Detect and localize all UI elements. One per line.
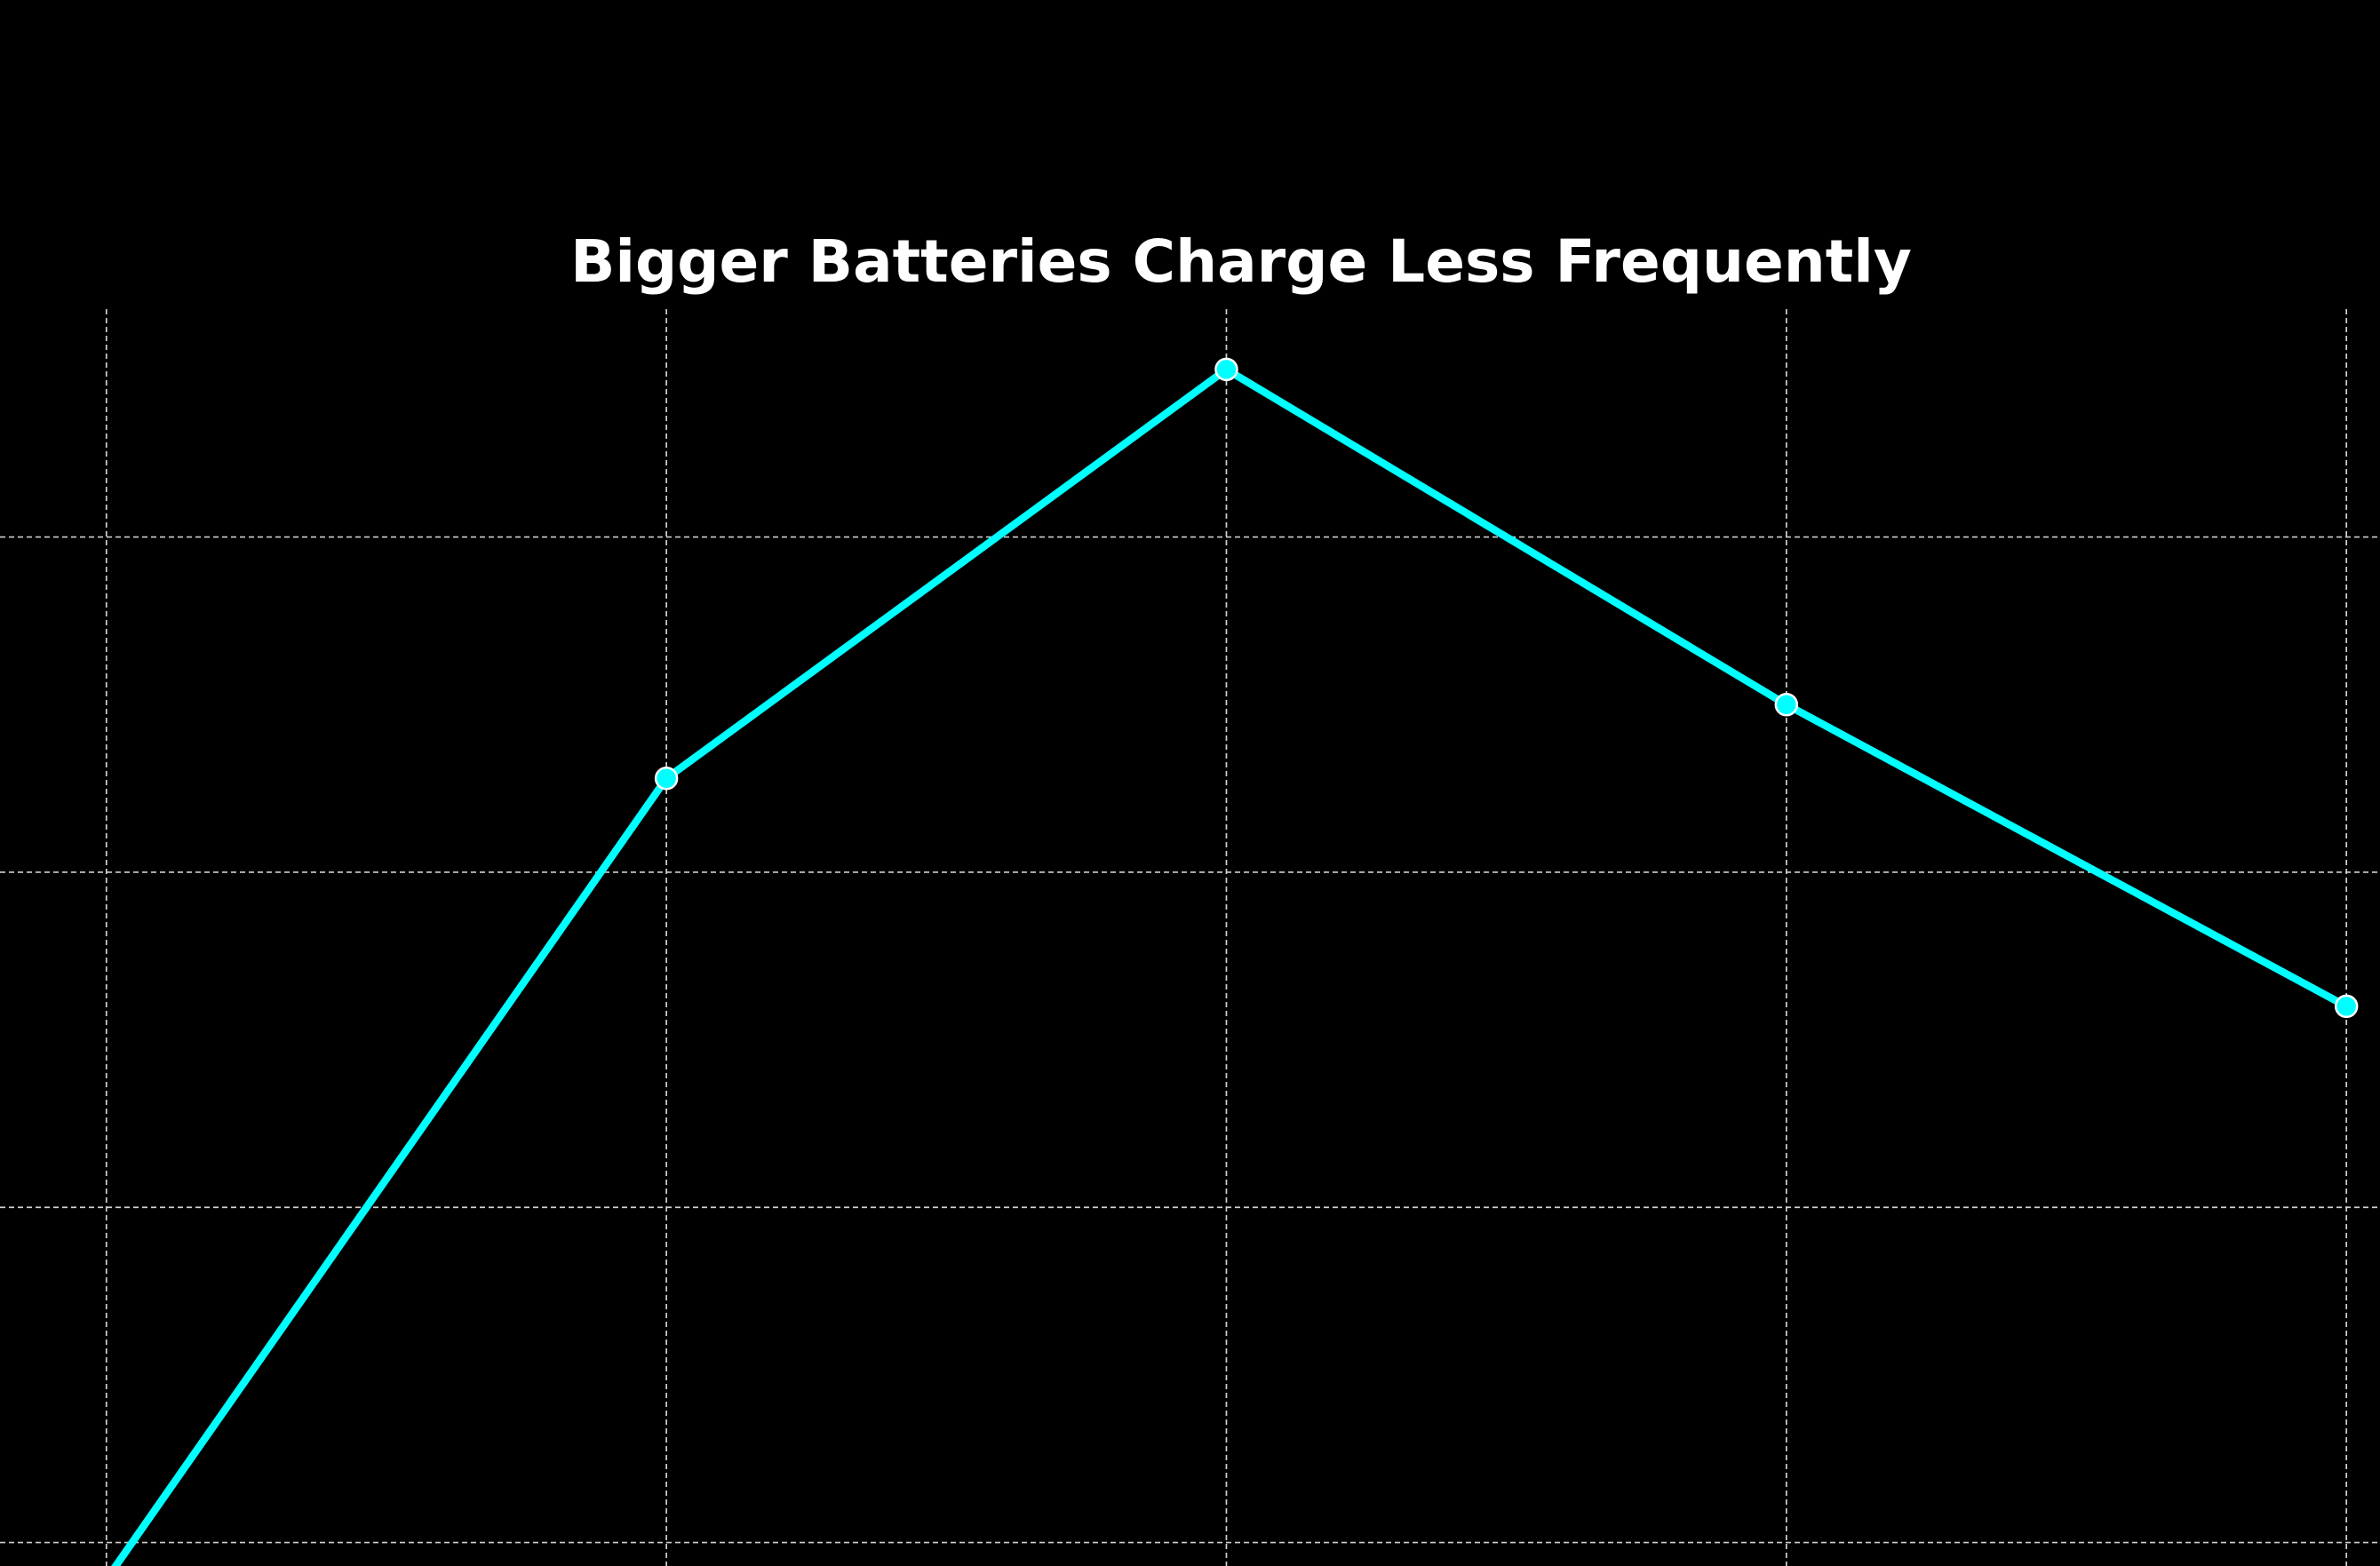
plot-area: [111, 357, 2359, 1566]
data-point: [654, 767, 679, 791]
data-point: [1214, 357, 1238, 382]
chart-title: Bigger Batteries Charge Less Frequently: [570, 227, 1912, 296]
data-point: [2334, 994, 2359, 1019]
data-point: [1774, 693, 1799, 717]
grid: [0, 309, 2380, 1566]
